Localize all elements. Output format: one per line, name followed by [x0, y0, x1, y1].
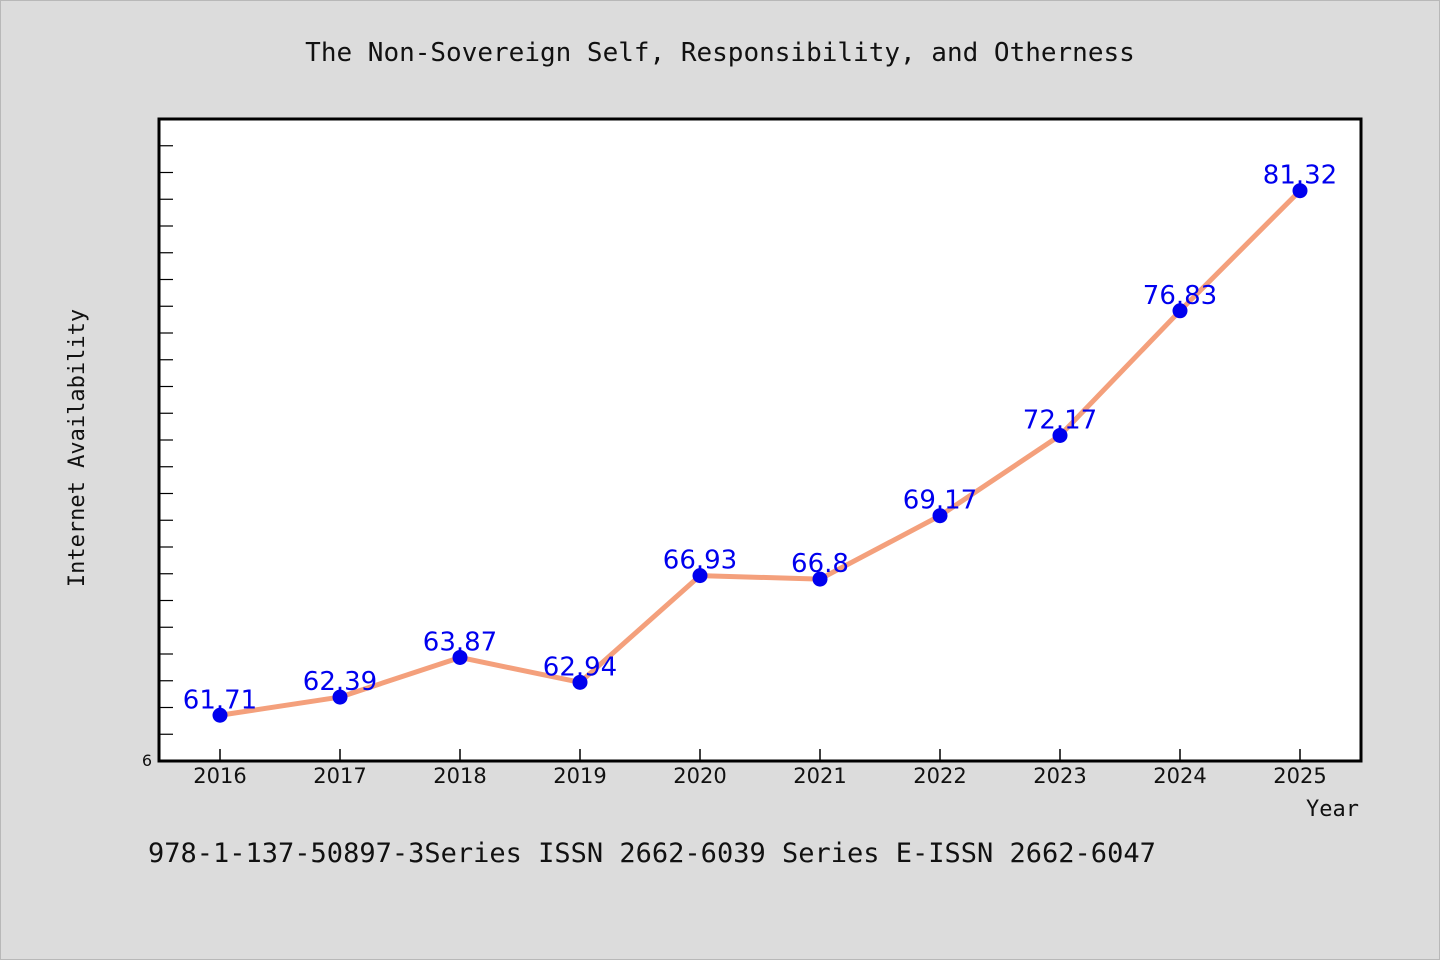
data-point: [932, 508, 948, 524]
footer-isbn: 978-1-137-50897-3Series ISSN 2662-6039 S…: [148, 838, 1156, 869]
data-point: [1172, 303, 1188, 319]
data-point: [332, 689, 348, 705]
data-labels: 61.71 62.39 63.87 62.94 66.93 66.8 69.17 72.17 7…: [183, 161, 1337, 716]
x-tick-label: 2020: [673, 764, 726, 788]
x-tick-label: 2021: [793, 764, 846, 788]
y-axis-label: Internet Availability: [65, 309, 90, 587]
data-point: [692, 568, 708, 584]
data-point: [1292, 183, 1308, 199]
x-axis-ticks: 2016 2017 2018 2019 2020 2021 2022 2023 2024 2025: [193, 749, 1327, 788]
data-point: [1052, 427, 1068, 443]
data-label: 62.94: [543, 652, 617, 682]
x-tick-label: 2022: [913, 764, 966, 788]
x-tick-label: 2023: [1033, 764, 1086, 788]
data-point: [212, 707, 228, 723]
x-axis-label: Year: [1306, 797, 1359, 822]
data-label: 76.83: [1143, 281, 1217, 311]
x-tick-label: 2017: [313, 764, 366, 788]
data-label: 63.87: [423, 627, 497, 657]
data-point: [452, 649, 468, 665]
data-point: [572, 674, 588, 690]
x-tick-label: 2016: [193, 764, 246, 788]
y-tick-label: 6: [142, 751, 152, 770]
data-label: 66.93: [663, 546, 737, 576]
series-line: [217, 188, 1303, 718]
data-point: [812, 571, 828, 587]
x-tick-label: 2025: [1273, 764, 1326, 788]
y-axis-ticks: [159, 145, 173, 735]
data-label: 72.17: [1023, 405, 1097, 435]
data-label: 61.71: [183, 685, 257, 715]
data-label: 66.8: [791, 549, 849, 579]
data-label: 69.17: [903, 486, 977, 516]
data-points: [212, 183, 1308, 723]
x-tick-label: 2018: [433, 764, 486, 788]
plot-area: [157, 117, 1363, 763]
x-tick-label: 2024: [1153, 764, 1206, 788]
x-tick-label: 2019: [553, 764, 606, 788]
data-label: 62.39: [303, 667, 377, 697]
chart-title: The Non-Sovereign Self, Responsibility, …: [305, 38, 1135, 68]
data-label: 81.32: [1263, 161, 1337, 191]
